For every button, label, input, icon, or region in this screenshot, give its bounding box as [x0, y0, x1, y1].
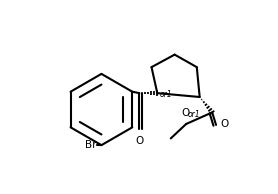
Text: O: O [181, 108, 189, 118]
Text: or1: or1 [159, 90, 172, 99]
Text: O: O [220, 119, 229, 129]
Text: Br: Br [85, 140, 97, 150]
Text: or1: or1 [188, 110, 201, 119]
Text: O: O [135, 136, 143, 146]
